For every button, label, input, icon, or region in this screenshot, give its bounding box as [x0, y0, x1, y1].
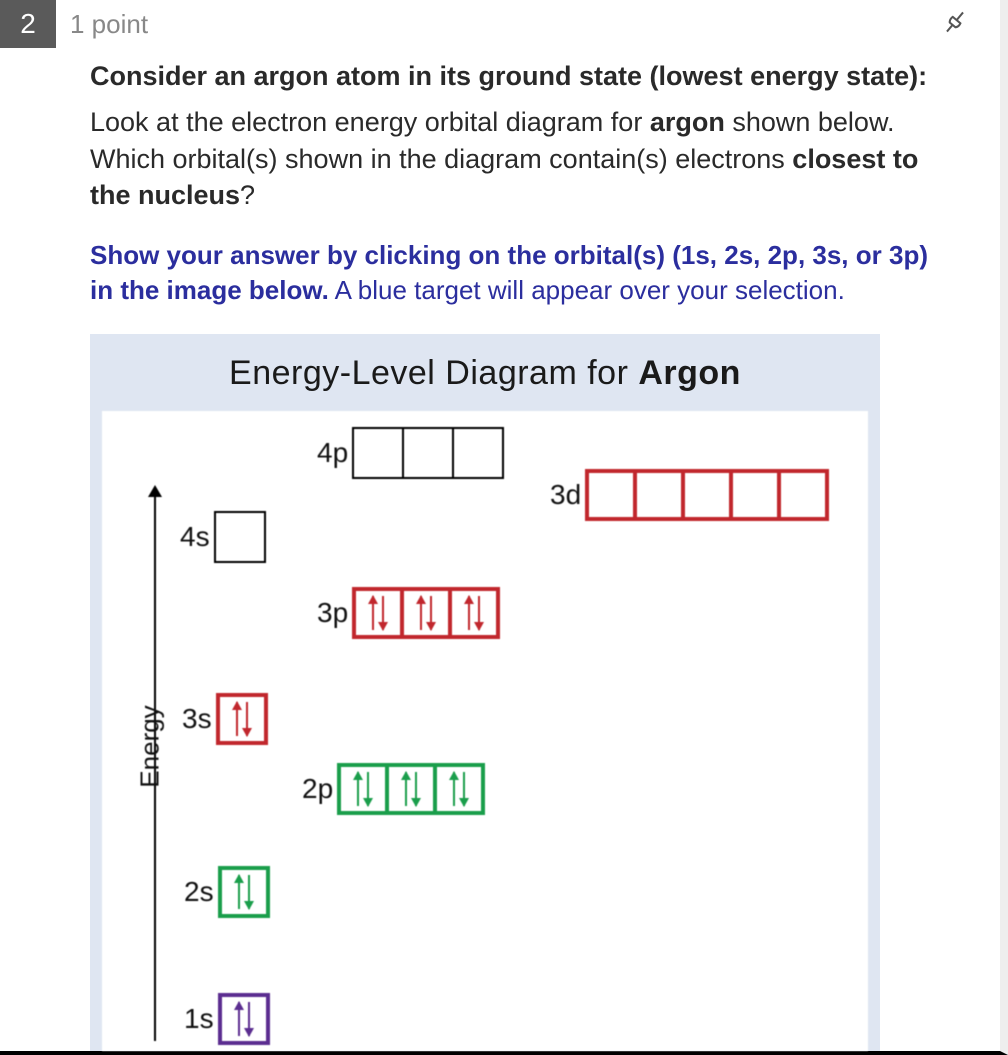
diagram-canvas: Energy 4p 3d 4s 3p 3s 2p 2s 1s	[102, 411, 868, 1051]
orbital-label: 4s	[180, 521, 210, 553]
orbital-label: 4p	[317, 437, 348, 469]
electron-pair-icon	[445, 769, 473, 809]
electron-pair-icon	[230, 999, 258, 1039]
orbital-boxes[interactable]	[337, 763, 485, 815]
orbital-box[interactable]	[216, 693, 268, 745]
diagram-title-bold: Argon	[638, 354, 741, 392]
electron-pair-icon	[230, 872, 258, 912]
orbital-label: 2s	[184, 876, 214, 908]
prompt-heading: Consider an argon atom in its ground sta…	[90, 58, 950, 94]
orbital-2s[interactable]: 2s	[184, 866, 270, 918]
orbital-box[interactable]	[214, 511, 266, 563]
axis-label: Energy	[135, 705, 166, 787]
orbital-boxes[interactable]	[218, 993, 270, 1045]
electron-pair-icon	[412, 593, 440, 633]
question-body: Consider an argon atom in its ground sta…	[0, 54, 980, 308]
orbital-label: 2p	[302, 773, 333, 805]
instruction-rest: A blue target will appear over your sele…	[329, 275, 845, 305]
prompt-bold-seg: argon	[650, 107, 725, 137]
diagram-title: Energy-Level Diagram for Argon	[102, 348, 868, 411]
instruction-text: Show your answer by clicking on the orbi…	[90, 238, 950, 308]
orbital-label: 3s	[182, 703, 212, 735]
orbital-4p[interactable]: 4p	[317, 427, 504, 479]
orbital-boxes[interactable]	[218, 866, 270, 918]
orbital-label: 3p	[317, 597, 348, 629]
orbital-boxes[interactable]	[214, 511, 266, 563]
orbital-box[interactable]	[218, 866, 270, 918]
electron-pair-icon	[397, 769, 425, 809]
orbital-box[interactable]	[352, 427, 404, 479]
question-header: 2 1 point	[0, 0, 980, 54]
electron-pair-icon	[460, 593, 488, 633]
orbital-box[interactable]	[585, 469, 637, 521]
orbital-box[interactable]	[337, 763, 389, 815]
orbital-3s[interactable]: 3s	[182, 693, 268, 745]
orbital-box[interactable]	[729, 469, 781, 521]
orbital-box[interactable]	[448, 587, 500, 639]
orbital-box[interactable]	[402, 427, 454, 479]
orbital-box[interactable]	[452, 427, 504, 479]
energy-level-diagram: Energy-Level Diagram for Argon Energy 4p…	[90, 334, 880, 1051]
electron-pair-icon	[228, 699, 256, 739]
orbital-box[interactable]	[433, 763, 485, 815]
orbital-4s[interactable]: 4s	[180, 511, 266, 563]
question-page: 2 1 point Consider an argon atom in its …	[0, 0, 1008, 1055]
pin-icon[interactable]	[940, 7, 970, 42]
electron-pair-icon	[364, 593, 392, 633]
prompt-seg: ?	[240, 180, 255, 210]
orbital-box[interactable]	[385, 763, 437, 815]
orbital-box[interactable]	[400, 587, 452, 639]
orbital-box[interactable]	[218, 993, 270, 1045]
orbital-boxes[interactable]	[585, 469, 829, 521]
orbital-boxes[interactable]	[216, 693, 268, 745]
orbital-label: 1s	[184, 1003, 214, 1035]
orbital-2p[interactable]: 2p	[302, 763, 485, 815]
orbital-3d[interactable]: 3d	[550, 469, 829, 521]
electron-pair-icon	[349, 769, 377, 809]
orbital-boxes[interactable]	[352, 427, 504, 479]
orbital-label: 3d	[550, 479, 581, 511]
prompt-text: Look at the electron energy orbital diag…	[90, 104, 950, 213]
orbital-1s[interactable]: 1s	[184, 993, 270, 1045]
orbital-box[interactable]	[352, 587, 404, 639]
orbital-box[interactable]	[681, 469, 733, 521]
orbital-boxes[interactable]	[352, 587, 500, 639]
orbital-box[interactable]	[633, 469, 685, 521]
orbital-3p[interactable]: 3p	[317, 587, 500, 639]
question-points: 1 point	[70, 9, 926, 40]
energy-axis: Energy	[124, 491, 164, 1041]
question-number: 2	[0, 0, 56, 48]
diagram-title-pre: Energy-Level Diagram for	[229, 354, 638, 392]
orbital-box[interactable]	[777, 469, 829, 521]
prompt-seg: Look at the electron energy orbital diag…	[90, 107, 650, 137]
